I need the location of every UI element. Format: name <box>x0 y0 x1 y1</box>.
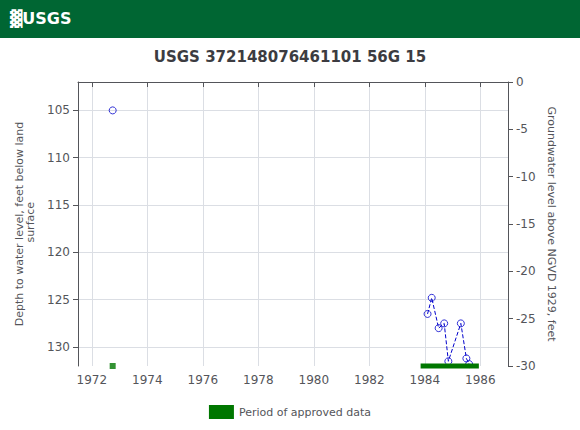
svg-text:125: 125 <box>47 293 70 307</box>
svg-text:115: 115 <box>47 198 70 212</box>
svg-text:Depth to water level, feet bel: Depth to water level, feet below land <box>13 121 27 327</box>
svg-text:1978: 1978 <box>243 373 274 387</box>
svg-text:-20: -20 <box>516 264 536 278</box>
svg-text:120: 120 <box>47 245 70 259</box>
svg-text:-25: -25 <box>516 312 536 326</box>
svg-text:Period of approved data: Period of approved data <box>239 406 371 419</box>
svg-text:-15: -15 <box>516 217 536 231</box>
svg-text:1974: 1974 <box>132 373 163 387</box>
svg-text:105: 105 <box>47 103 70 117</box>
svg-text:-30: -30 <box>516 359 536 373</box>
svg-text:▓USGS: ▓USGS <box>10 9 71 28</box>
svg-text:USGS 372148076461101 56G 15: USGS 372148076461101 56G 15 <box>154 48 426 66</box>
svg-text:1984: 1984 <box>410 373 441 387</box>
svg-text:0: 0 <box>516 75 524 89</box>
svg-text:110: 110 <box>47 151 70 165</box>
svg-text:1972: 1972 <box>77 373 108 387</box>
svg-text:1976: 1976 <box>188 373 219 387</box>
svg-text:1980: 1980 <box>299 373 330 387</box>
svg-text:surface: surface <box>24 202 37 246</box>
svg-text:-5: -5 <box>516 122 528 136</box>
svg-text:1986: 1986 <box>465 373 496 387</box>
svg-text:Groundwater level above NGVD 1: Groundwater level above NGVD 1929, feet <box>545 106 558 342</box>
svg-text:-10: -10 <box>516 170 536 184</box>
svg-text:1982: 1982 <box>354 373 385 387</box>
svg-text:130: 130 <box>47 340 70 354</box>
